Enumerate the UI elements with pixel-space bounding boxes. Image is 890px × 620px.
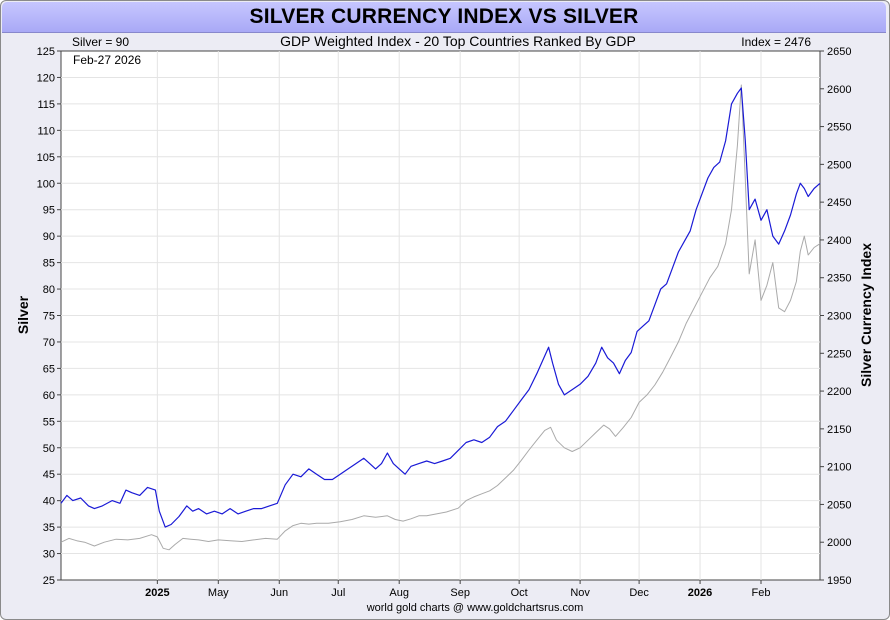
axes: 25 30 35 40 45 50 55 60 65 70 75 80 85 90 95 100 105 110 1… bbox=[37, 46, 852, 599]
left-tick-label: 40 bbox=[43, 496, 55, 508]
left-tick-label: 60 bbox=[43, 390, 55, 402]
series-lines bbox=[60, 84, 821, 551]
left-tick-label: 45 bbox=[43, 469, 55, 481]
x-tick-label: May bbox=[208, 587, 229, 599]
left-tick-label: 70 bbox=[43, 337, 55, 349]
left-tick-label: 120 bbox=[37, 72, 55, 84]
date-readout: Feb-27 2026 bbox=[73, 53, 141, 67]
right-tick-label: 2550 bbox=[827, 122, 851, 134]
silver-readout: Silver = 90 bbox=[72, 35, 129, 49]
left-tick-label: 65 bbox=[43, 363, 55, 375]
footer-credit: world gold charts @ www.goldchartsrus.co… bbox=[366, 602, 584, 614]
x-tick-label: Dec bbox=[629, 587, 649, 599]
right-axis-label: Silver Currency Index bbox=[858, 243, 874, 387]
right-tick-label: 2600 bbox=[827, 84, 851, 96]
left-tick-label: 90 bbox=[43, 231, 55, 243]
left-tick-label: 30 bbox=[43, 549, 55, 561]
index-series-line bbox=[60, 84, 821, 551]
left-tick-label: 105 bbox=[37, 152, 55, 164]
left-tick-label: 95 bbox=[43, 205, 55, 217]
right-tick-label: 2300 bbox=[827, 311, 851, 323]
left-tick-label: 110 bbox=[37, 125, 55, 137]
silver-series-line bbox=[60, 87, 821, 528]
left-tick-label: 55 bbox=[43, 416, 55, 428]
x-tick-label: Feb bbox=[752, 587, 771, 599]
left-tick-label: 75 bbox=[43, 311, 55, 323]
left-axis-label: Silver bbox=[15, 295, 31, 334]
right-tick-label: 2350 bbox=[827, 273, 851, 285]
title-bar: SILVER CURRENCY INDEX VS SILVER bbox=[2, 2, 886, 33]
chart-subtitle: GDP Weighted Index - 20 Top Countries Ra… bbox=[280, 33, 636, 49]
right-tick-label: 1950 bbox=[827, 575, 851, 587]
x-tick-label: 2025 bbox=[145, 587, 169, 599]
x-tick-label: Nov bbox=[570, 587, 590, 599]
left-tick-label: 50 bbox=[43, 443, 55, 455]
chart-title: SILVER CURRENCY INDEX VS SILVER bbox=[249, 5, 639, 28]
left-tick-label: 85 bbox=[43, 258, 55, 270]
right-tick-label: 2500 bbox=[827, 159, 851, 171]
x-tick-label: Oct bbox=[511, 587, 528, 599]
x-tick-label: Sep bbox=[450, 587, 470, 599]
left-tick-label: 100 bbox=[37, 178, 55, 190]
right-tick-label: 2450 bbox=[827, 197, 851, 209]
left-tick-label: 115 bbox=[37, 99, 55, 111]
right-tick-label: 2050 bbox=[827, 499, 851, 511]
left-tick-label: 125 bbox=[37, 46, 55, 58]
right-tick-label: 2200 bbox=[827, 386, 851, 398]
left-tick-label: 35 bbox=[43, 522, 55, 534]
x-tick-label: Jul bbox=[331, 587, 345, 599]
right-tick-label: 2150 bbox=[827, 424, 851, 436]
left-tick-label: 80 bbox=[43, 284, 55, 296]
right-tick-label: 2000 bbox=[827, 537, 851, 549]
left-tick-label: 25 bbox=[43, 575, 55, 587]
right-tick-label: 2250 bbox=[827, 348, 851, 360]
x-tick-label: Aug bbox=[389, 587, 409, 599]
right-tick-label: 2100 bbox=[827, 462, 851, 474]
right-tick-label: 2400 bbox=[827, 235, 851, 247]
x-tick-label: Jun bbox=[270, 587, 288, 599]
right-tick-label: 2650 bbox=[827, 46, 851, 58]
grid bbox=[61, 51, 820, 580]
x-tick-label: 2026 bbox=[688, 587, 712, 599]
chart-labels: Silver = 90 GDP Weighted Index - 20 Top … bbox=[15, 33, 874, 614]
index-readout: Index = 2476 bbox=[741, 35, 811, 49]
